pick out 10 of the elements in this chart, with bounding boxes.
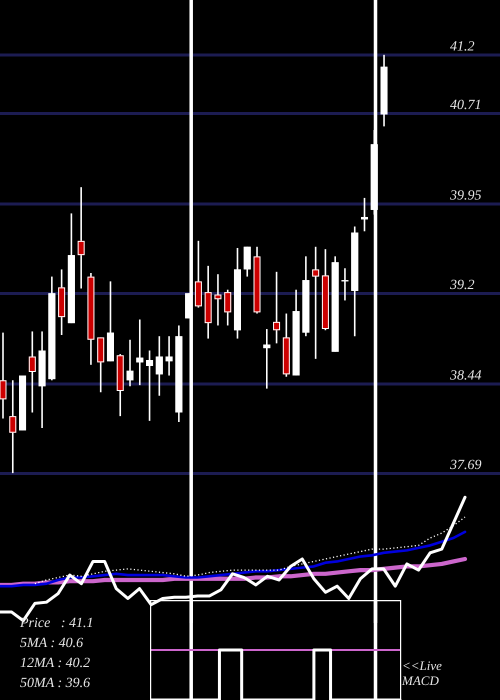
y-tick-label: 38.44 xyxy=(449,368,482,384)
annotation: <<Live MACD xyxy=(401,658,442,688)
y-tick-label: 37.69 xyxy=(449,458,482,473)
y-tick-label: 39.2 xyxy=(449,278,474,293)
y-tick-label: 41.2 xyxy=(450,40,474,55)
y-tick-label: 39.95 xyxy=(449,188,482,204)
text: 5MA : 40.6 xyxy=(20,635,84,653)
text: 12MA : 40.2 xyxy=(20,655,90,673)
text: 50MA : 39.6 xyxy=(20,675,90,693)
y-tick-label: 40.71 xyxy=(450,98,482,113)
